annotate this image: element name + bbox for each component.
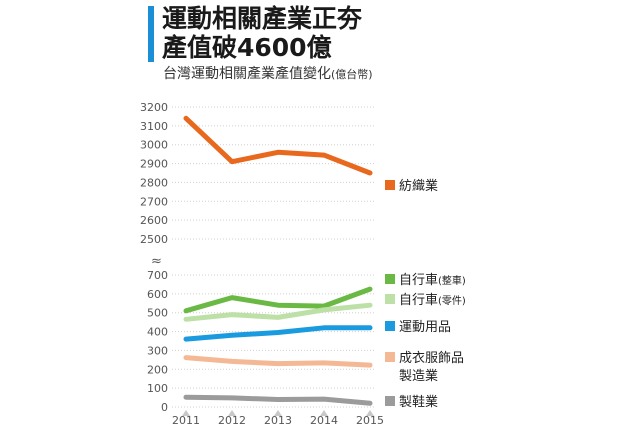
series-line-bike_parts xyxy=(183,302,373,322)
chart-title-line2: 產值破4600億 xyxy=(162,33,332,62)
series-line-apparel xyxy=(183,355,373,368)
legend-label-sporting_goods: 運動用品 xyxy=(399,320,451,335)
x-tick-marker xyxy=(320,410,328,416)
series-lines xyxy=(183,115,373,406)
y-tick-label: 100 xyxy=(147,382,168,395)
series-line-textile xyxy=(183,115,373,176)
legend-label-textile: 紡織業 xyxy=(399,178,438,194)
legend-label-shoes: 製鞋業 xyxy=(399,394,438,410)
x-tick-marker xyxy=(228,410,236,416)
x-tick-label: 2015 xyxy=(356,414,384,427)
series-line-sporting_goods xyxy=(183,325,373,342)
y-tick-label: 600 xyxy=(147,288,168,301)
y-tick-label: 400 xyxy=(147,326,168,339)
axis-break-symbol: ≈ xyxy=(151,254,162,269)
y-tick-label: 700 xyxy=(147,269,168,282)
x-tick-marker xyxy=(274,410,282,416)
x-tick-label: 2011 xyxy=(172,414,200,427)
y-tick-labels: 2500 2600 2700 2800 2900 3000 3100 3200 0 100 200 3… xyxy=(140,101,168,414)
legend-swatch-shoes xyxy=(385,396,395,406)
y-tick-label: 2500 xyxy=(140,233,168,246)
x-tick-labels: 2011 2012 2013 2014 2015 xyxy=(172,410,384,427)
legend-label-bike_whole: 自行車(整車) xyxy=(399,273,466,288)
title-accent-bar xyxy=(148,6,154,62)
y-tick-label: 200 xyxy=(147,363,168,376)
y-tick-label: 2600 xyxy=(140,214,168,227)
unit-label: (億台幣) xyxy=(331,68,373,81)
x-tick-label: 2012 xyxy=(218,414,246,427)
y-tick-label: 2900 xyxy=(140,158,168,171)
y-tick-label: 0 xyxy=(161,401,168,414)
y-tick-label: 2800 xyxy=(140,176,168,189)
legend-swatch-apparel xyxy=(385,352,395,362)
legend-swatch-sporting_goods xyxy=(385,321,395,331)
series-line-shoes xyxy=(183,394,373,406)
y-tick-label: 500 xyxy=(147,307,168,320)
chart-title-line1: 運動相關產業正夯 xyxy=(162,4,363,33)
x-tick-label: 2014 xyxy=(310,414,338,427)
chart-subtitle: 台灣運動相關產業產值變化(億台幣) xyxy=(163,63,373,83)
legend-swatch-textile xyxy=(385,180,395,190)
y-tick-label: 2700 xyxy=(140,195,168,208)
legend-label-apparel: 成衣服飾品 xyxy=(399,350,464,366)
y-tick-label: 3100 xyxy=(140,120,168,133)
y-tick-label: 3000 xyxy=(140,139,168,152)
legend-label-bike_parts: 自行車(零件) xyxy=(399,293,466,308)
legend-label-apparel-line2: 製造業 xyxy=(399,368,438,384)
x-tick-label: 2013 xyxy=(264,414,292,427)
gridlines xyxy=(172,106,375,408)
y-tick-label: 300 xyxy=(147,344,168,357)
y-tick-label: 3200 xyxy=(140,101,168,114)
series-line-bike_whole xyxy=(183,286,373,314)
legend-swatch-bike_parts xyxy=(385,294,395,304)
legend-swatch-bike_whole xyxy=(385,274,395,284)
x-tick-marker xyxy=(366,410,374,416)
x-tick-marker xyxy=(182,410,190,416)
subtitle-text: 台灣運動相關產業產值變化 xyxy=(163,66,331,82)
